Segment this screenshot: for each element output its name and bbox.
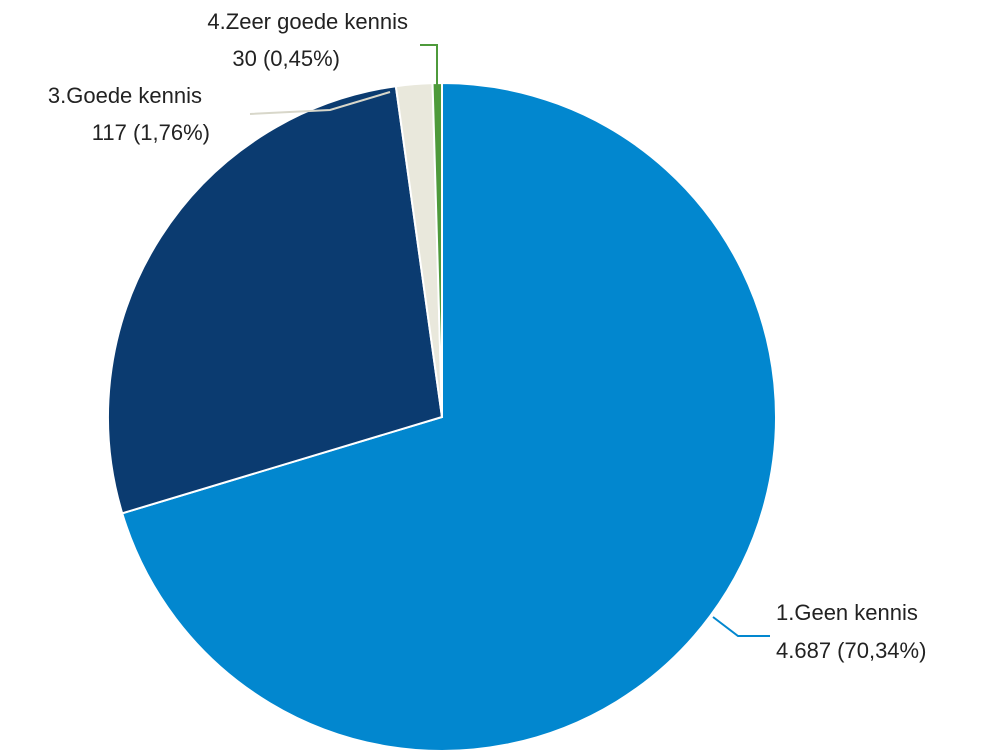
pie-slice-1 [120, 81, 777, 752]
slice-value-goede-kennis: 117 (1,76%) [92, 120, 210, 145]
slice-label-goede-kennis: 3.Goede kennis [48, 83, 202, 108]
pie-slices [107, 81, 777, 752]
slice-value-geen-kennis: 4.687 (70,34%) [776, 638, 926, 663]
slice-label-geen-kennis: 1.Geen kennis [776, 600, 918, 625]
slice-label-zeer-goede-kennis: 4.Zeer goede kennis [207, 9, 408, 34]
pie-slice-2 [107, 85, 444, 515]
slice-value-zeer-goede-kennis: 30 (0,45%) [232, 46, 340, 71]
leader-line-geen-kennis [712, 616, 770, 637]
leader-line-zeer-goede-kennis [420, 44, 438, 100]
leader-line-goede-kennis [249, 91, 391, 115]
